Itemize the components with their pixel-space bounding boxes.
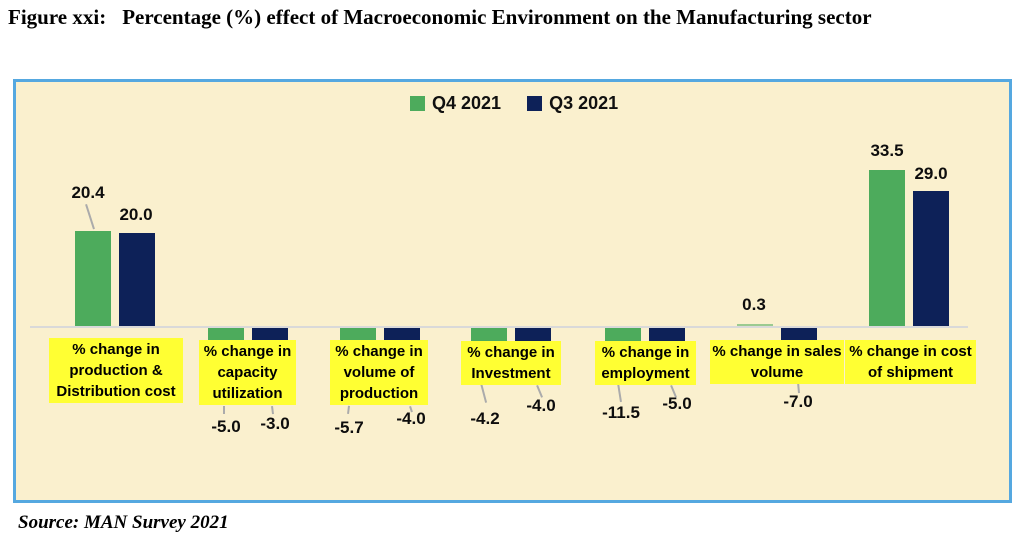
legend-label: Q3 2021 [549, 93, 619, 113]
legend-swatch-icon [410, 96, 425, 111]
figure-title: Figure xxi: Percentage (%) effect of Macr… [8, 4, 993, 30]
legend-item-q4-2021: Q4 2021 [410, 93, 501, 114]
figure-title-text: Percentage (%) effect of Macroeconomic E… [122, 5, 872, 29]
chart-frame [13, 79, 1012, 503]
source-note: Source: MAN Survey 2021 [18, 512, 229, 533]
figure-label: Figure xxi: [8, 5, 107, 29]
legend-swatch-icon [527, 96, 543, 111]
chart-legend: Q4 2021 Q3 2021 [410, 93, 618, 114]
legend-item-q3-2021: Q3 2021 [527, 93, 618, 114]
legend-label: Q4 2021 [432, 93, 502, 113]
